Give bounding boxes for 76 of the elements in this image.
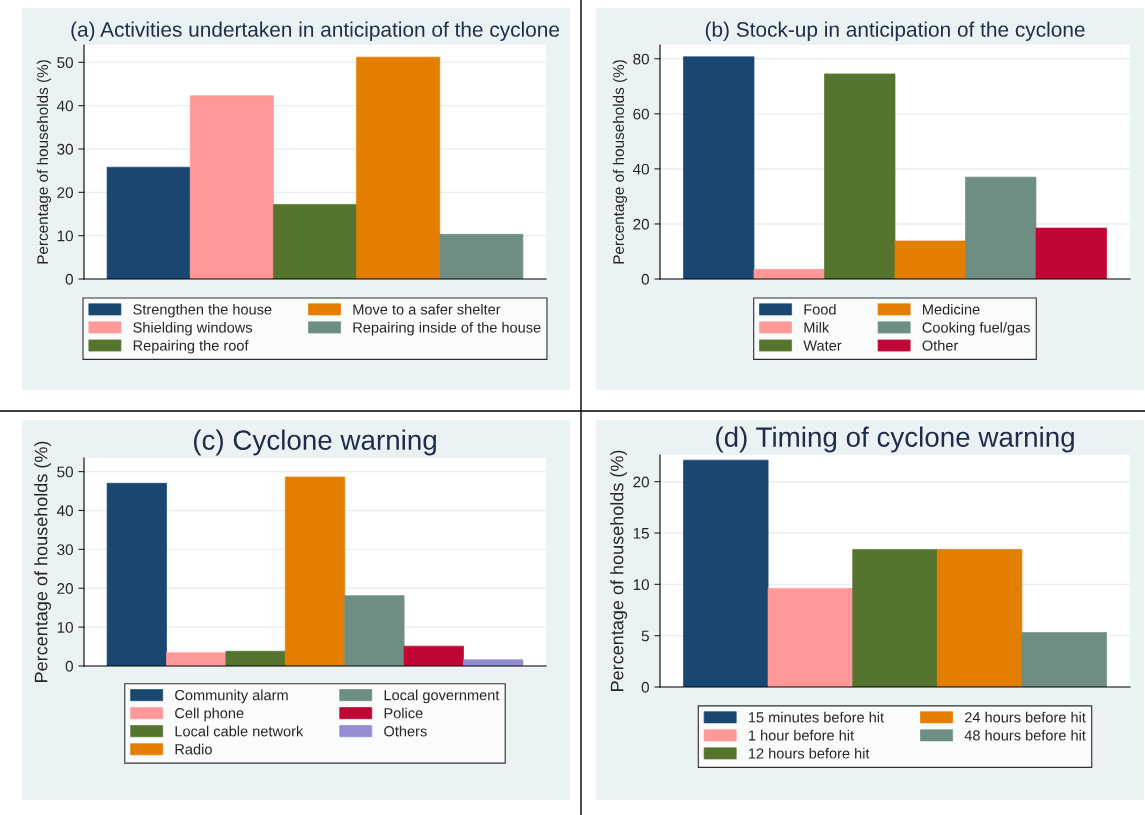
- bar: [225, 650, 286, 666]
- legend-label: Shielding windows: [133, 321, 253, 336]
- y-tick-label: 40: [632, 163, 649, 175]
- y-tick-label: 30: [57, 544, 73, 556]
- y-axis-title: Percentage of households (%): [34, 441, 52, 682]
- y-tick-label: 20: [633, 218, 649, 230]
- bar: [1021, 632, 1107, 687]
- chart-title: (c) Cyclone warning: [194, 429, 436, 456]
- y-tick-label: 40: [56, 100, 73, 112]
- legend-label: Repairing inside of the house: [353, 321, 541, 336]
- bar: [753, 269, 825, 279]
- y-tick-label: 10: [633, 579, 649, 591]
- chart-title: (b) Stock-up in anticipation of the cyclone: [705, 21, 1085, 41]
- legend-label: Police: [384, 707, 423, 719]
- y-tick-label: 60: [633, 108, 649, 120]
- bar: [767, 588, 854, 687]
- legend-label: Repairing the roof: [133, 340, 249, 354]
- y-tick-label: 20: [57, 583, 73, 594]
- chart-title: (a) Activities undertaken in anticipation of the cyclone: [71, 21, 560, 41]
- bar: [1035, 227, 1107, 279]
- y-axis-title: Percentage of households (%): [36, 60, 52, 264]
- bar: [965, 176, 1037, 279]
- bar: [824, 73, 896, 279]
- legend-label: 12 hours before hit: [748, 747, 870, 759]
- y-tick-label: 30: [57, 143, 73, 155]
- y-tick-label: 50: [57, 466, 73, 478]
- y-axis-title: Percentage of households (%): [610, 450, 628, 691]
- legend-label: Water: [803, 340, 842, 351]
- bar: [852, 549, 938, 687]
- bar: [106, 166, 191, 279]
- bar: [439, 234, 524, 279]
- legend-label: Cooking fuel/gas: [922, 321, 1030, 336]
- bar: [356, 56, 441, 279]
- legend-label: Cell phone: [175, 707, 244, 722]
- y-tick-label: 0: [65, 273, 73, 285]
- legend-label: Strengthen the house: [133, 303, 272, 318]
- legend-label: Radio: [175, 743, 212, 755]
- y-tick-label: 0: [641, 273, 649, 285]
- legend-label: Local cable network: [175, 725, 304, 737]
- legend-label: 1 hour before hit: [748, 729, 854, 741]
- bar: [106, 482, 167, 666]
- y-tick-label: 0: [641, 681, 649, 693]
- legend-label: Move to a safer shelter: [353, 303, 501, 315]
- y-tick-label: 15: [633, 528, 649, 539]
- bar: [166, 652, 227, 666]
- legend-label: Others: [384, 725, 427, 737]
- bar: [894, 240, 966, 279]
- bar: [936, 549, 1023, 687]
- legend-label: 48 hours before hit: [964, 729, 1086, 741]
- legend-label: Other: [922, 340, 959, 351]
- legend-label: 24 hours before hit: [965, 711, 1086, 723]
- bar: [683, 56, 755, 279]
- legend-label: Community alarm: [175, 689, 288, 704]
- bar: [284, 476, 346, 666]
- bar: [344, 595, 405, 666]
- y-tick-label: 0: [65, 660, 73, 672]
- y-tick-label: 20: [633, 476, 649, 488]
- y-tick-label: 10: [57, 230, 73, 242]
- y-tick-label: 50: [57, 57, 73, 69]
- y-axis-title: Percentage of households (%): [612, 60, 628, 264]
- y-tick-label: 80: [633, 53, 649, 65]
- legend-label: Milk: [804, 321, 830, 333]
- legend-label: 15 minutes before hit: [748, 711, 884, 723]
- bar: [189, 95, 274, 279]
- bar: [403, 645, 464, 666]
- chart-title: (d) Timing of cyclone warning: [716, 426, 1074, 453]
- bar: [683, 459, 769, 687]
- bar: [463, 659, 524, 666]
- y-tick-label: 40: [56, 505, 73, 517]
- y-tick-label: 5: [641, 630, 649, 642]
- y-tick-label: 20: [57, 187, 73, 199]
- bar: [273, 204, 357, 279]
- legend-label: Local government: [384, 689, 500, 704]
- legend-label: Medicine: [923, 303, 980, 315]
- y-tick-label: 10: [57, 621, 73, 633]
- legend-label: Food: [804, 303, 836, 315]
